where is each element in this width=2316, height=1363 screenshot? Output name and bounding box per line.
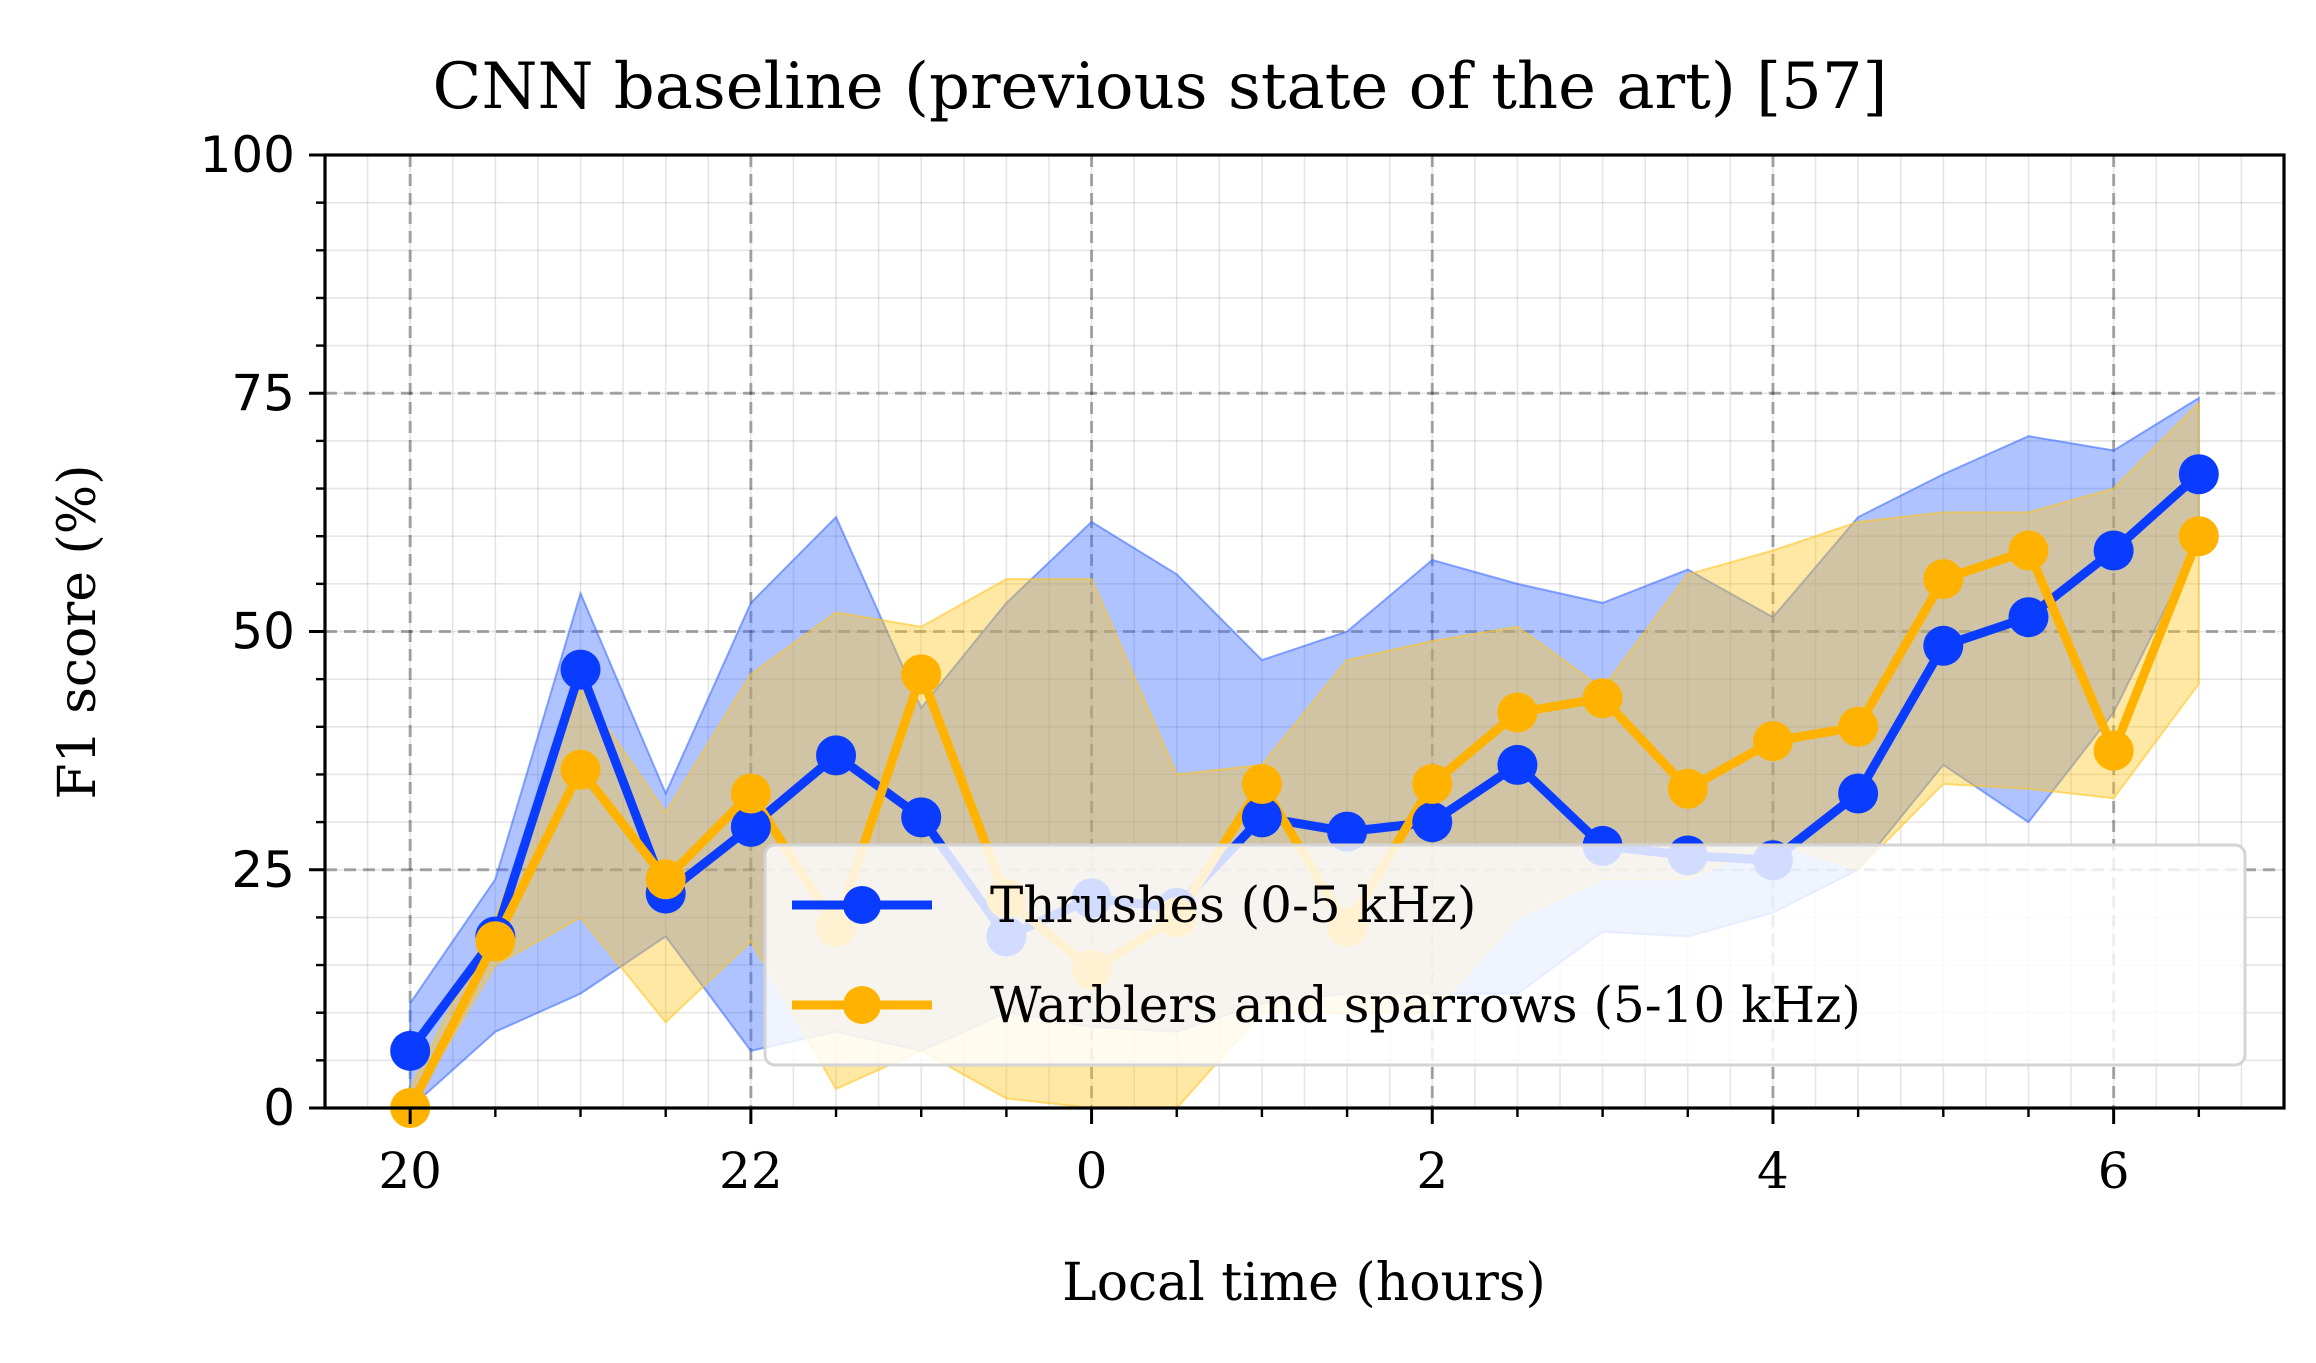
data-point-series-2: [1923, 559, 1964, 600]
data-point-series-2: [901, 654, 942, 695]
data-point-series-1: [390, 1030, 431, 1071]
data-point-series-2: [1752, 721, 1793, 762]
legend-marker-warblers: [843, 986, 881, 1024]
data-point-series-2: [2008, 530, 2049, 571]
y-tick-label: 25: [231, 841, 295, 899]
x-tick-labels: 20 22 0 2 4 6: [378, 1142, 2129, 1200]
data-point-series-1: [560, 649, 601, 690]
legend-label-warblers: Warblers and sparrows (5-10 kHz): [990, 976, 1861, 1034]
data-point-series-1: [2178, 454, 2219, 495]
y-tick-label: 100: [200, 126, 295, 184]
data-point-series-2: [1241, 763, 1282, 804]
data-point-series-1: [2008, 597, 2049, 638]
x-axis-label: Local time (hours): [1062, 1253, 1546, 1313]
series-line-1: [405, 469, 2204, 1056]
data-point-series-1: [816, 735, 857, 776]
data-point-series-2: [1497, 692, 1538, 733]
data-point-series-2: [560, 749, 601, 790]
data-point-series-1: [1497, 744, 1538, 785]
y-tick-label: 50: [231, 603, 295, 661]
x-tick-label: 0: [1076, 1142, 1108, 1200]
data-point-series-2: [475, 921, 516, 962]
data-point-series-1: [2093, 530, 2134, 571]
x-tick-label: 22: [719, 1142, 783, 1200]
x-tick-label: 6: [2098, 1142, 2130, 1200]
data-point-series-1: [1412, 802, 1453, 843]
x-tick-label: 4: [1757, 1142, 1789, 1200]
legend-box: [763, 843, 2247, 1067]
y-tick-label: 75: [231, 364, 295, 422]
series-markers: [390, 454, 2219, 1128]
data-point-series-2: [645, 859, 686, 900]
x-tick-label: 20: [378, 1142, 442, 1200]
data-point-series-1: [1838, 773, 1879, 814]
data-point-series-2: [1412, 763, 1453, 804]
data-point-series-1: [1327, 811, 1368, 852]
y-tick-label: 0: [263, 1079, 295, 1137]
data-point-series-1: [1923, 625, 1964, 666]
data-point-series-2: [1582, 678, 1623, 719]
legend-label-thrushes: Thrushes (0-5 kHz): [990, 876, 1476, 934]
x-tick-label: 2: [1416, 1142, 1448, 1200]
legend-entry-thrushes: Thrushes (0-5 kHz): [792, 876, 1476, 934]
legend: Thrushes (0-5 kHz) Warblers and sparrows…: [763, 843, 2247, 1067]
tick-marks: [309, 153, 2201, 1124]
y-axis-label: F1 score (%): [48, 465, 108, 800]
y-tick-labels: 0 25 50 75 100: [200, 126, 295, 1137]
data-point-series-2: [730, 773, 771, 814]
legend-marker-thrushes: [843, 886, 881, 924]
chart-title: CNN baseline (previous state of the art)…: [432, 50, 1887, 124]
data-point-series-2: [1667, 768, 1708, 809]
data-point-series-1: [730, 806, 771, 847]
legend-entry-warblers: Warblers and sparrows (5-10 kHz): [792, 976, 1861, 1034]
data-point-series-2: [2178, 516, 2219, 557]
data-point-series-2: [1838, 706, 1879, 747]
data-point-series-1: [901, 797, 942, 838]
data-point-series-1: [1241, 797, 1282, 838]
data-point-series-2: [2093, 730, 2134, 771]
